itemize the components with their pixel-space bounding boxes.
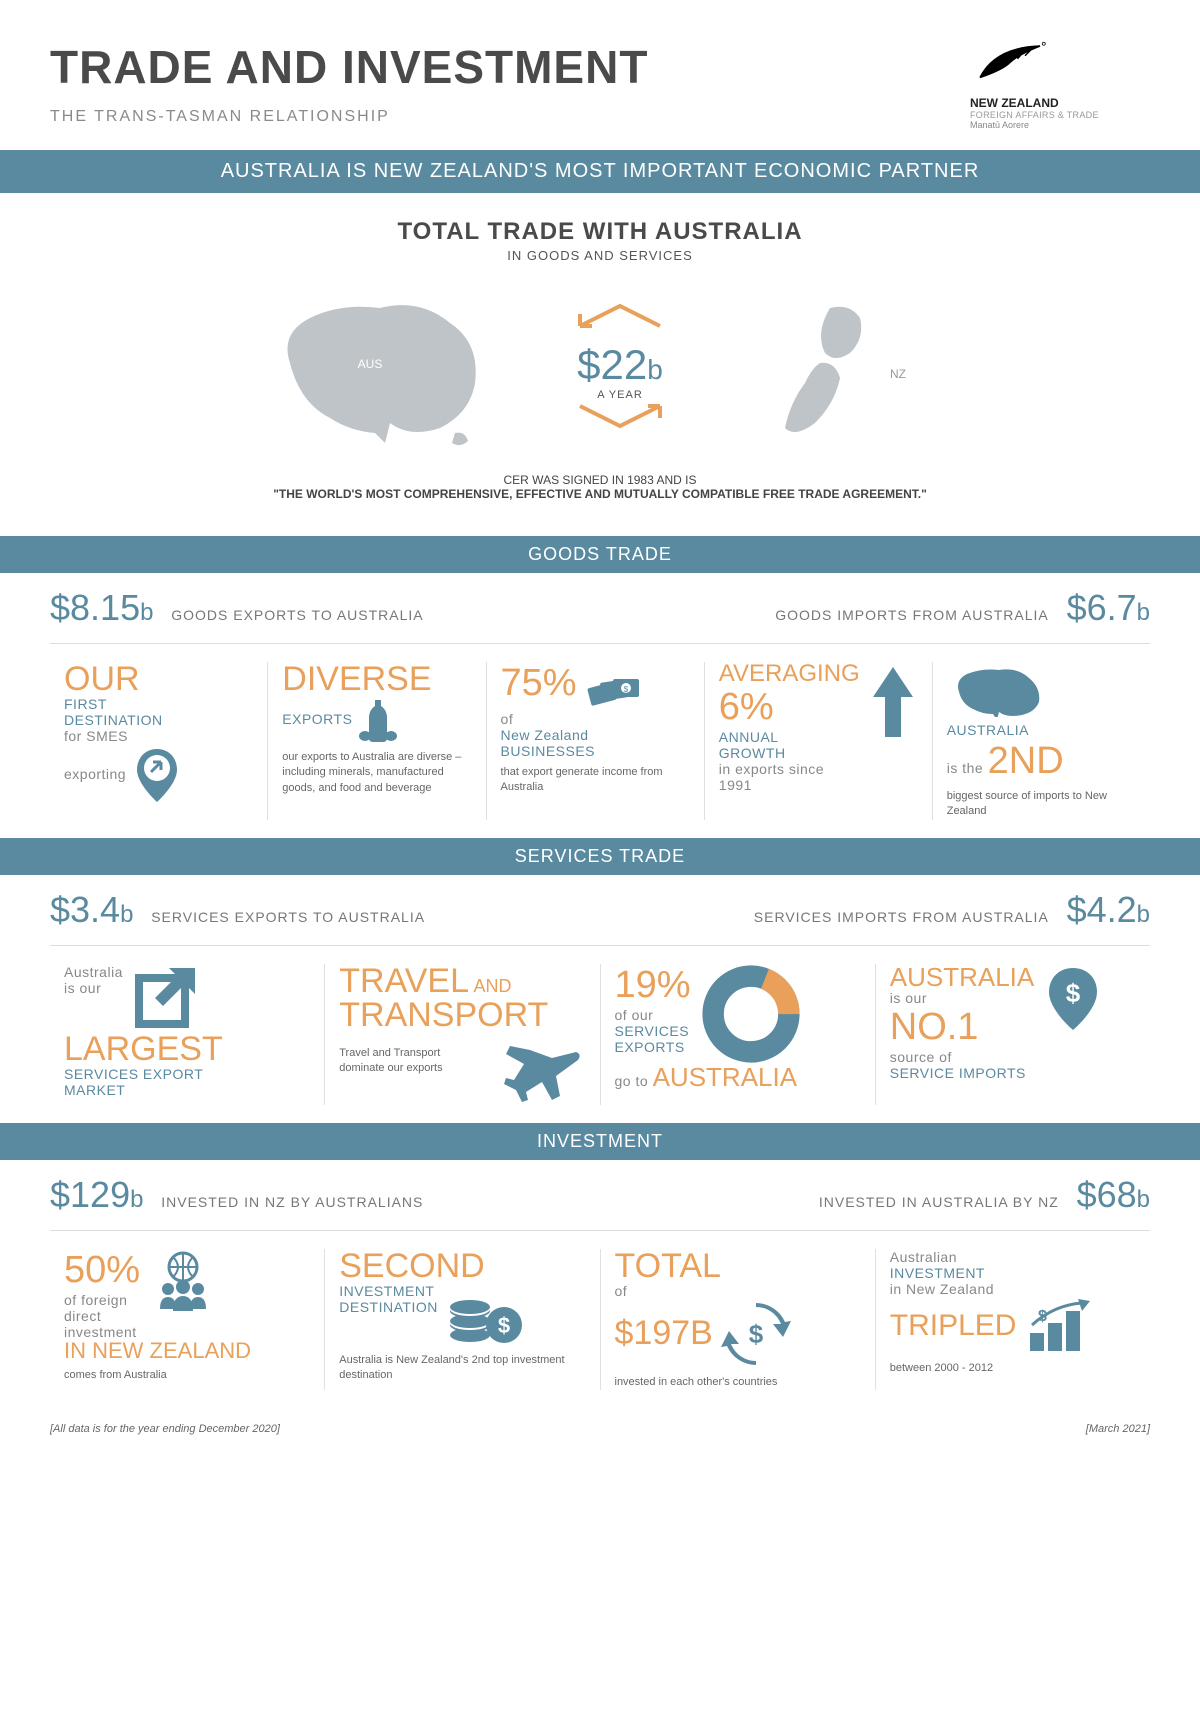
trade-value: $22b [577,341,663,388]
banner-services: SERVICES TRADE [0,838,1200,875]
footer: [All data is for the year ending Decembe… [50,1408,1150,1435]
inv-right-label: INVESTED IN AUSTRALIA BY NZ [819,1194,1059,1210]
goods-card-1: DIVERSE EXPORTS our exports to Australia… [268,662,486,820]
coins-icon: $ [446,1283,524,1347]
footer-right: [March 2021] [1086,1423,1150,1435]
money-icon: $ [581,671,641,711]
inv-card-0: 50% of foreign direct investment IN NEW … [50,1249,325,1390]
svg-text:$: $ [624,685,629,694]
exchange-icon: $ [721,1299,791,1369]
banner-main: AUSTRALIA IS NEW ZEALAND'S MOST IMPORTAN… [0,150,1200,193]
goods-stats-row: $8.15b GOODS EXPORTS TO AUSTRALIA GOODS … [50,573,1150,644]
nz-map-icon: NZ [740,283,940,453]
services-card-3: AUSTRALIA is our NO.1 source of SERVICE … [876,964,1150,1105]
goods-cards: OUR FIRST DESTINATION for SMES exporting… [50,644,1150,838]
investment-stats-row: $129b INVESTED IN NZ BY AUSTRALIANS INVE… [50,1160,1150,1231]
export-square-icon [133,964,201,1032]
logo-brand3: Manatū Aorere [970,120,1150,130]
aus-small-icon [947,662,1047,717]
nz-label: NZ [890,367,906,381]
donut-chart-icon [701,964,801,1064]
services-import-label: SERVICES IMPORTS FROM AUSTRALIA [754,909,1049,925]
trade-period: A YEAR [540,389,700,401]
services-stats-row: $3.4b SERVICES EXPORTS TO AUSTRALIA SERV… [50,875,1150,946]
banner-goods: GOODS TRADE [0,536,1200,573]
svg-text:$: $ [1038,1308,1047,1325]
svg-text:$: $ [498,1313,510,1338]
goods-card-3: AVERAGING 6% ANNUAL GROWTH in exports si… [705,662,933,820]
up-arrow-icon [868,662,918,742]
goods-import-label: GOODS IMPORTS FROM AUSTRALIA [775,607,1049,623]
inv-left-label: INVESTED IN NZ BY AUSTRALIANS [161,1194,423,1210]
goods-card-4: AUSTRALIA is the 2ND biggest source of i… [933,662,1150,820]
total-trade-title: TOTAL TRADE WITH AUSTRALIA [50,218,1150,246]
inv-card-1: SECOND INVESTMENT DESTINATION $ Australi… [325,1249,600,1390]
goods-card-2: 75% $ of New Zealand BUSINESSES that exp… [487,662,705,820]
goods-import-val: $6.7b [1067,587,1150,628]
logo-brand2: FOREIGN AFFAIRS & TRADE [970,110,1150,120]
nz-logo: NEW ZEALAND FOREIGN AFFAIRS & TRADE Mana… [970,40,1150,130]
header: TRADE AND INVESTMENT THE TRANS-TASMAN RE… [50,40,1150,130]
total-trade-sub: IN GOODS AND SERVICES [50,248,1150,263]
inv-card-3: Australian INVESTMENT in New Zealand TRI… [876,1249,1150,1390]
svg-text:$: $ [1066,978,1081,1008]
inv-right-val: $68b [1077,1174,1150,1215]
inv-left-val: $129b [50,1174,143,1215]
goods-export-label: GOODS EXPORTS TO AUSTRALIA [171,607,423,623]
investment-cards: 50% of foreign direct investment IN NEW … [50,1231,1150,1408]
cer-text: CER WAS SIGNED IN 1983 AND IS "THE WORLD… [50,473,1150,501]
services-card-2: 19% of our SERVICES EXPORTS go to AUSTRA… [601,964,876,1105]
aus-label: AUS [358,357,383,371]
goods-card-0: OUR FIRST DESTINATION for SMES exporting [50,662,268,820]
bottle-icon [357,696,399,744]
growth-chart-icon: $ [1024,1297,1096,1355]
footer-left: [All data is for the year ending Decembe… [50,1423,280,1435]
services-card-0: Australia is our LARGEST SERVICES EXPORT… [50,964,325,1105]
plane-icon [496,1040,586,1105]
pin-arrow-icon [131,744,183,806]
svg-text:$: $ [749,1319,764,1349]
services-export-label: SERVICES EXPORTS TO AUSTRALIA [151,909,425,925]
dollar-pin-icon: $ [1044,964,1102,1034]
page-title: TRADE AND INVESTMENT [50,40,648,94]
goods-export-val: $8.15b [50,587,153,628]
page-subtitle: THE TRANS-TASMAN RELATIONSHIP [50,108,648,126]
logo-brand: NEW ZEALAND [970,96,1150,110]
people-globe-icon [148,1249,218,1311]
services-card-1: TRAVEL AND TRANSPORT Travel and Transpor… [325,964,600,1105]
services-export-val: $3.4b [50,889,133,930]
inv-card-2: TOTAL of $197B $ invested in each other'… [601,1249,876,1390]
fern-icon [970,40,1050,85]
aus-map-icon: AUS [260,283,500,453]
services-cards: Australia is our LARGEST SERVICES EXPORT… [50,946,1150,1123]
banner-investment: INVESTMENT [0,1123,1200,1160]
total-trade-section: TOTAL TRADE WITH AUSTRALIA IN GOODS AND … [50,193,1150,536]
services-import-val: $4.2b [1067,889,1150,930]
